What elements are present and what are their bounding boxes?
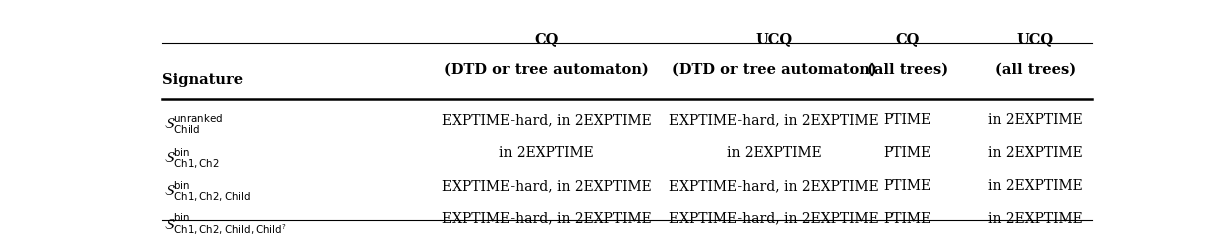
Text: Signature: Signature [163,72,244,86]
Text: in 2EXPTIME: in 2EXPTIME [988,113,1082,127]
Text: (all trees): (all trees) [995,63,1076,77]
Text: $\mathcal{S}^{\mathrm{unranked}}_{\mathrm{Child}}$: $\mathcal{S}^{\mathrm{unranked}}_{\mathr… [164,113,224,136]
Text: EXPTIME-hard, in 2EXPTIME: EXPTIME-hard, in 2EXPTIME [670,113,879,127]
Text: PTIME: PTIME [883,178,931,192]
Text: $\mathcal{S}^{\mathrm{bin}}_{\mathrm{Ch1,Ch2,Child}}$: $\mathcal{S}^{\mathrm{bin}}_{\mathrm{Ch1… [164,178,252,202]
Text: $\mathcal{S}^{\mathrm{bin}}_{\mathrm{Ch1,Ch2}}$: $\mathcal{S}^{\mathrm{bin}}_{\mathrm{Ch1… [164,146,220,169]
Text: (all trees): (all trees) [867,63,947,77]
Text: in 2EXPTIME: in 2EXPTIME [988,146,1082,160]
Text: in 2EXPTIME: in 2EXPTIME [988,178,1082,192]
Text: in 2EXPTIME: in 2EXPTIME [988,211,1082,225]
Text: PTIME: PTIME [883,146,931,160]
Text: in 2EXPTIME: in 2EXPTIME [727,146,821,160]
Text: EXPTIME-hard, in 2EXPTIME: EXPTIME-hard, in 2EXPTIME [670,178,879,192]
Text: UCQ: UCQ [755,32,793,46]
Text: PTIME: PTIME [883,113,931,127]
Text: UCQ: UCQ [1017,32,1054,46]
Text: (DTD or tree automaton): (DTD or tree automaton) [672,63,876,77]
Text: EXPTIME-hard, in 2EXPTIME: EXPTIME-hard, in 2EXPTIME [442,211,651,225]
Text: $\mathcal{S}^{\mathrm{bin}}_{\mathrm{Ch1,Ch2,Child,Child}^{?}}$: $\mathcal{S}^{\mathrm{bin}}_{\mathrm{Ch1… [164,211,286,236]
Text: EXPTIME-hard, in 2EXPTIME: EXPTIME-hard, in 2EXPTIME [670,211,879,225]
Text: (DTD or tree automaton): (DTD or tree automaton) [444,63,649,77]
Text: PTIME: PTIME [883,211,931,225]
Text: CQ: CQ [535,32,559,46]
Text: EXPTIME-hard, in 2EXPTIME: EXPTIME-hard, in 2EXPTIME [442,113,651,127]
Text: in 2EXPTIME: in 2EXPTIME [499,146,594,160]
Text: EXPTIME-hard, in 2EXPTIME: EXPTIME-hard, in 2EXPTIME [442,178,651,192]
Text: CQ: CQ [895,32,919,46]
